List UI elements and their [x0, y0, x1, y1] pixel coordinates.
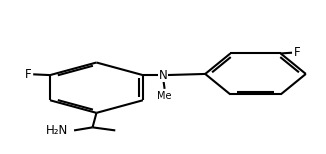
- Text: Me: Me: [157, 91, 172, 101]
- Text: H₂N: H₂N: [46, 124, 68, 137]
- Text: F: F: [294, 46, 300, 59]
- Text: F: F: [25, 68, 32, 81]
- Text: N: N: [158, 69, 167, 82]
